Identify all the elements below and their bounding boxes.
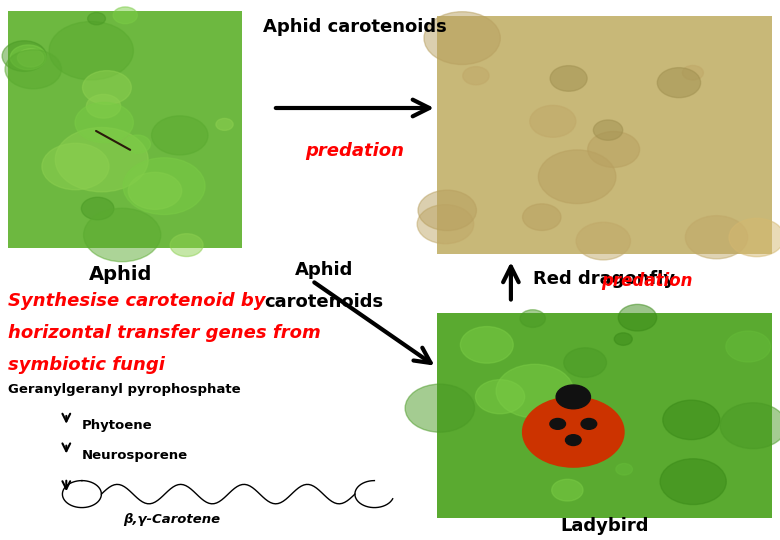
Text: Aphid: Aphid bbox=[89, 265, 153, 284]
Circle shape bbox=[703, 162, 771, 210]
Circle shape bbox=[505, 437, 581, 490]
Text: Aphid: Aphid bbox=[295, 261, 353, 279]
Circle shape bbox=[466, 82, 523, 120]
Text: symbiotic fungi: symbiotic fungi bbox=[8, 356, 165, 374]
Circle shape bbox=[86, 31, 132, 63]
Circle shape bbox=[133, 149, 205, 200]
Circle shape bbox=[194, 135, 234, 163]
Circle shape bbox=[131, 192, 186, 230]
Circle shape bbox=[731, 494, 750, 507]
Circle shape bbox=[210, 160, 259, 194]
Circle shape bbox=[587, 36, 615, 56]
Text: predation: predation bbox=[601, 272, 693, 290]
Circle shape bbox=[60, 129, 88, 148]
Circle shape bbox=[218, 55, 246, 74]
Text: Neurosporene: Neurosporene bbox=[82, 449, 188, 462]
Circle shape bbox=[89, 130, 135, 161]
Circle shape bbox=[470, 373, 548, 427]
Circle shape bbox=[68, 152, 103, 177]
Circle shape bbox=[450, 418, 510, 460]
Circle shape bbox=[729, 423, 780, 461]
Circle shape bbox=[562, 92, 589, 111]
Circle shape bbox=[651, 309, 670, 322]
Circle shape bbox=[1, 207, 30, 227]
Text: Synthesise carotenoid by: Synthesise carotenoid by bbox=[8, 292, 265, 309]
Circle shape bbox=[41, 106, 92, 141]
Circle shape bbox=[432, 145, 457, 162]
Circle shape bbox=[526, 429, 596, 478]
Circle shape bbox=[551, 179, 586, 203]
Circle shape bbox=[498, 485, 573, 537]
Text: horizontal transfer genes from: horizontal transfer genes from bbox=[8, 324, 321, 342]
Circle shape bbox=[107, 85, 159, 122]
Circle shape bbox=[566, 435, 581, 446]
Circle shape bbox=[523, 397, 624, 467]
Text: predation: predation bbox=[306, 142, 404, 160]
Circle shape bbox=[550, 418, 566, 429]
Circle shape bbox=[0, 36, 68, 95]
Text: Ladybird: Ladybird bbox=[560, 517, 649, 535]
Bar bbox=[437, 16, 772, 254]
Text: Geranylgeranyl pyrophosphate: Geranylgeranyl pyrophosphate bbox=[8, 383, 240, 396]
Circle shape bbox=[556, 385, 590, 409]
Bar bbox=[8, 11, 242, 248]
Circle shape bbox=[675, 359, 747, 409]
Circle shape bbox=[150, 171, 231, 226]
Circle shape bbox=[647, 118, 677, 138]
Circle shape bbox=[425, 32, 492, 79]
Circle shape bbox=[218, 141, 254, 166]
Circle shape bbox=[431, 60, 490, 101]
Bar bbox=[437, 313, 772, 518]
Circle shape bbox=[474, 129, 523, 163]
Circle shape bbox=[713, 422, 780, 471]
Circle shape bbox=[433, 40, 494, 83]
Text: β,γ-Carotene: β,γ-Carotene bbox=[123, 514, 220, 526]
Circle shape bbox=[724, 237, 743, 250]
Circle shape bbox=[12, 170, 30, 183]
Circle shape bbox=[502, 438, 524, 454]
Text: Red dragonfly: Red dragonfly bbox=[534, 270, 675, 288]
Circle shape bbox=[440, 5, 503, 49]
Circle shape bbox=[146, 167, 168, 183]
Circle shape bbox=[574, 327, 608, 350]
Text: carotenoids: carotenoids bbox=[264, 293, 383, 312]
Circle shape bbox=[478, 332, 510, 354]
Circle shape bbox=[581, 418, 597, 429]
Circle shape bbox=[647, 232, 690, 261]
Text: Aphid carotenoids: Aphid carotenoids bbox=[263, 18, 447, 36]
Circle shape bbox=[0, 108, 62, 153]
Circle shape bbox=[150, 148, 180, 170]
Circle shape bbox=[447, 401, 514, 448]
Text: Phytoene: Phytoene bbox=[82, 418, 153, 431]
Circle shape bbox=[576, 65, 643, 111]
Circle shape bbox=[661, 345, 720, 386]
Circle shape bbox=[0, 46, 62, 102]
